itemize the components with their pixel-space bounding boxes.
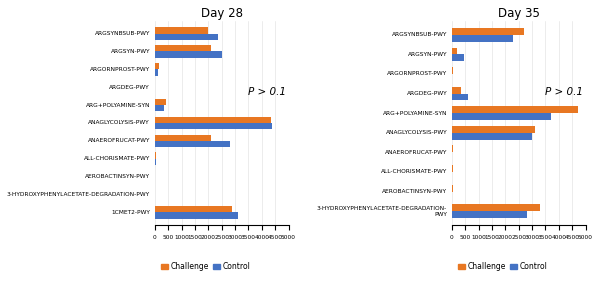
- Bar: [452, 133, 532, 140]
- Bar: [155, 117, 271, 123]
- Title: Day 35: Day 35: [498, 7, 539, 20]
- Legend: Challenge, Control: Challenge, Control: [158, 259, 253, 274]
- Bar: [452, 165, 454, 172]
- Bar: [155, 63, 159, 69]
- Bar: [155, 123, 272, 129]
- Bar: [155, 152, 156, 159]
- Bar: [452, 185, 453, 192]
- Bar: [155, 27, 208, 34]
- Bar: [452, 113, 551, 120]
- Bar: [452, 35, 514, 42]
- Bar: [452, 211, 527, 218]
- Legend: Challenge, Control: Challenge, Control: [455, 259, 550, 274]
- Bar: [155, 52, 222, 58]
- Bar: [155, 141, 230, 147]
- Bar: [155, 105, 164, 111]
- Bar: [452, 126, 535, 133]
- Bar: [155, 45, 211, 52]
- Bar: [452, 87, 461, 93]
- Bar: [452, 93, 468, 100]
- Bar: [155, 212, 238, 219]
- Bar: [452, 48, 457, 54]
- Bar: [452, 28, 524, 35]
- Text: P > 0.1: P > 0.1: [248, 87, 286, 97]
- Bar: [155, 135, 211, 141]
- Bar: [155, 159, 156, 165]
- Bar: [452, 204, 540, 211]
- Bar: [155, 206, 232, 212]
- Title: Day 28: Day 28: [201, 7, 243, 20]
- Bar: [452, 67, 453, 74]
- Bar: [155, 69, 158, 76]
- Bar: [452, 106, 578, 113]
- Bar: [155, 99, 166, 105]
- Bar: [155, 34, 218, 40]
- Bar: [452, 145, 454, 152]
- Text: P > 0.1: P > 0.1: [545, 87, 583, 97]
- Bar: [452, 54, 464, 61]
